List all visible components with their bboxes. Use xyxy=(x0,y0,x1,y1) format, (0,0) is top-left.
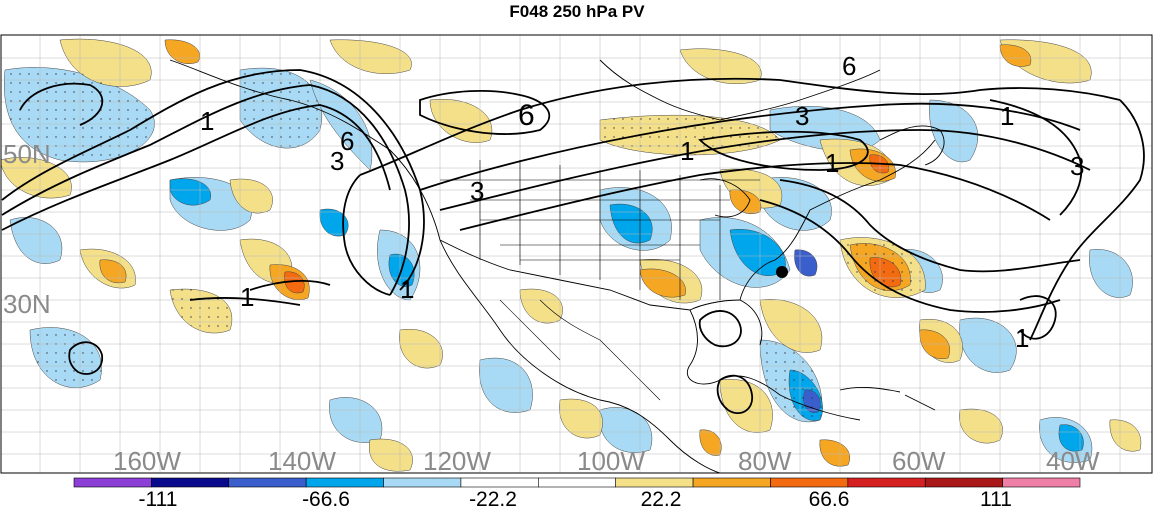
colorbar-swatch xyxy=(151,477,230,488)
contour-label: 6 xyxy=(842,51,856,81)
lat-labels: 50N 30N xyxy=(3,139,51,319)
contour-label: 1 xyxy=(680,136,694,166)
contour-label: 3 xyxy=(330,146,344,176)
colorbar-tick: 22.2 xyxy=(641,488,682,509)
colorbar-tick: -111 xyxy=(139,488,178,509)
colorbar-tick: -66.6 xyxy=(302,488,350,509)
contour-label: 3 xyxy=(470,176,484,206)
lon-label: 80W xyxy=(738,446,792,476)
colorbar-tick: 111 xyxy=(980,488,1012,509)
contour-label: 3 xyxy=(1070,151,1084,181)
colorbar-swatch xyxy=(383,477,462,488)
contour-label: 1 xyxy=(200,106,214,136)
colorbar-swatch xyxy=(1002,477,1081,488)
coastlines xyxy=(169,59,945,473)
colorbar-swatch xyxy=(460,477,539,488)
contour-label: 1 xyxy=(240,282,254,312)
lon-label: 40W xyxy=(1046,446,1100,476)
lat-label: 30N xyxy=(3,289,51,319)
lon-label: 120W xyxy=(423,446,491,476)
colorbar-swatch xyxy=(692,477,771,488)
colorbar-swatch xyxy=(305,477,384,488)
colorbar-swatch xyxy=(770,477,849,488)
colorbar-swatch xyxy=(228,477,307,488)
colorbar-swatch xyxy=(538,477,616,488)
colorbar-tick: 66.6 xyxy=(809,488,850,509)
contour-labels: 1 3 6 6 3 1 6 3 1 1 3 1 1 1 xyxy=(200,51,1084,353)
storm-center-dot xyxy=(776,266,788,278)
contour-label: 1 xyxy=(825,148,839,178)
map-frame xyxy=(0,34,1153,474)
state-borders xyxy=(440,160,760,401)
colorbar-swatch xyxy=(847,477,926,488)
contour-label: 1 xyxy=(400,274,414,304)
contour-label: 6 xyxy=(518,99,535,132)
contour-label: 1 xyxy=(1000,101,1014,131)
contour-label: 3 xyxy=(795,101,809,131)
colorbar-swatch xyxy=(924,477,1003,488)
lon-label: 100W xyxy=(577,446,645,476)
lon-label: 60W xyxy=(892,446,946,476)
map-title: F048 250 hPa PV xyxy=(509,2,645,21)
contour-label: 6 xyxy=(340,126,354,156)
pv-contours xyxy=(1,69,1145,415)
graticule xyxy=(1,35,1152,473)
lon-labels: 160W 140W 120W 100W 80W 60W 40W xyxy=(113,446,1100,476)
colorbar-swatch xyxy=(615,477,694,488)
contour-label: 1 xyxy=(1015,323,1029,353)
lon-label: 140W xyxy=(268,446,336,476)
colorbar-swatch xyxy=(73,477,152,488)
colorbar-tick: -22.2 xyxy=(469,488,517,509)
colorbar: -111 -66.6 -22.2 22.2 66.6 111 xyxy=(73,477,1081,509)
lat-label: 50N xyxy=(3,139,51,169)
lon-label: 160W xyxy=(113,446,181,476)
map-area: 1 3 6 6 3 1 6 3 1 1 3 1 1 1 50N 30N 160W… xyxy=(1,35,1152,476)
